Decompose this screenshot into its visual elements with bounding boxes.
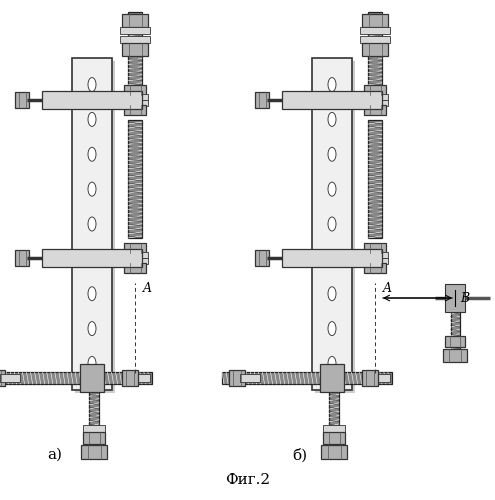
Bar [368, 120, 382, 238]
Text: A: A [383, 282, 392, 294]
Bar [89, 388, 99, 443]
Bar [80, 364, 104, 392]
Bar [445, 284, 465, 312]
Bar [362, 100, 388, 106]
Text: а): а) [48, 448, 62, 462]
Bar [362, 42, 388, 56]
Bar [124, 85, 146, 95]
Ellipse shape [88, 78, 96, 92]
Bar [128, 12, 142, 105]
Text: Фиг.2: Фиг.2 [225, 473, 271, 487]
Text: A: A [143, 282, 152, 294]
Bar [360, 26, 390, 34]
Ellipse shape [88, 356, 96, 370]
Bar [0, 372, 152, 384]
Bar [83, 424, 105, 432]
Ellipse shape [88, 148, 96, 162]
Bar [229, 370, 245, 386]
Bar [42, 249, 142, 267]
Bar [120, 36, 150, 43]
Ellipse shape [88, 217, 96, 231]
Bar [320, 364, 344, 392]
Bar [122, 370, 138, 386]
Bar [81, 445, 107, 459]
Ellipse shape [328, 182, 336, 196]
Bar [450, 310, 459, 353]
Bar [128, 120, 142, 238]
Bar [362, 14, 388, 26]
Bar [329, 388, 339, 443]
Ellipse shape [328, 217, 336, 231]
Bar [122, 94, 148, 100]
Text: B: B [460, 292, 469, 304]
Bar [130, 374, 150, 382]
Ellipse shape [328, 252, 336, 266]
Bar [364, 105, 386, 115]
Bar [124, 105, 146, 115]
Bar [42, 91, 142, 109]
Bar [364, 263, 386, 273]
Bar [83, 432, 105, 444]
Ellipse shape [328, 148, 336, 162]
Bar [122, 258, 148, 264]
Bar [120, 26, 150, 34]
Bar [364, 243, 386, 253]
Bar [72, 58, 112, 390]
Bar [122, 252, 148, 258]
Bar [122, 14, 148, 26]
Bar [124, 243, 146, 253]
Bar [75, 61, 115, 393]
Bar [222, 372, 392, 384]
Bar [323, 424, 345, 432]
Bar [124, 263, 146, 273]
Ellipse shape [328, 356, 336, 370]
Bar [240, 374, 260, 382]
Bar [282, 249, 382, 267]
Bar [368, 12, 382, 105]
Ellipse shape [88, 182, 96, 196]
Bar [362, 252, 388, 258]
Bar [445, 336, 465, 346]
Ellipse shape [88, 286, 96, 300]
Bar [312, 58, 352, 390]
Ellipse shape [88, 252, 96, 266]
Bar [443, 348, 467, 362]
Bar [360, 36, 390, 43]
Bar [255, 92, 269, 108]
Bar [122, 42, 148, 56]
Ellipse shape [88, 322, 96, 336]
Bar [315, 61, 355, 393]
Bar [282, 91, 382, 109]
Bar [362, 94, 388, 100]
Bar [323, 432, 345, 444]
Bar [321, 445, 347, 459]
Bar [255, 250, 269, 266]
Ellipse shape [88, 112, 96, 126]
Ellipse shape [328, 78, 336, 92]
Bar [362, 370, 378, 386]
Bar [0, 370, 5, 386]
Ellipse shape [328, 286, 336, 300]
Bar [15, 250, 29, 266]
Bar [362, 258, 388, 264]
Text: б): б) [293, 448, 307, 462]
Ellipse shape [328, 322, 336, 336]
Bar [122, 100, 148, 106]
Bar [370, 374, 390, 382]
Bar [0, 374, 20, 382]
Bar [364, 85, 386, 95]
Bar [15, 92, 29, 108]
Ellipse shape [328, 112, 336, 126]
